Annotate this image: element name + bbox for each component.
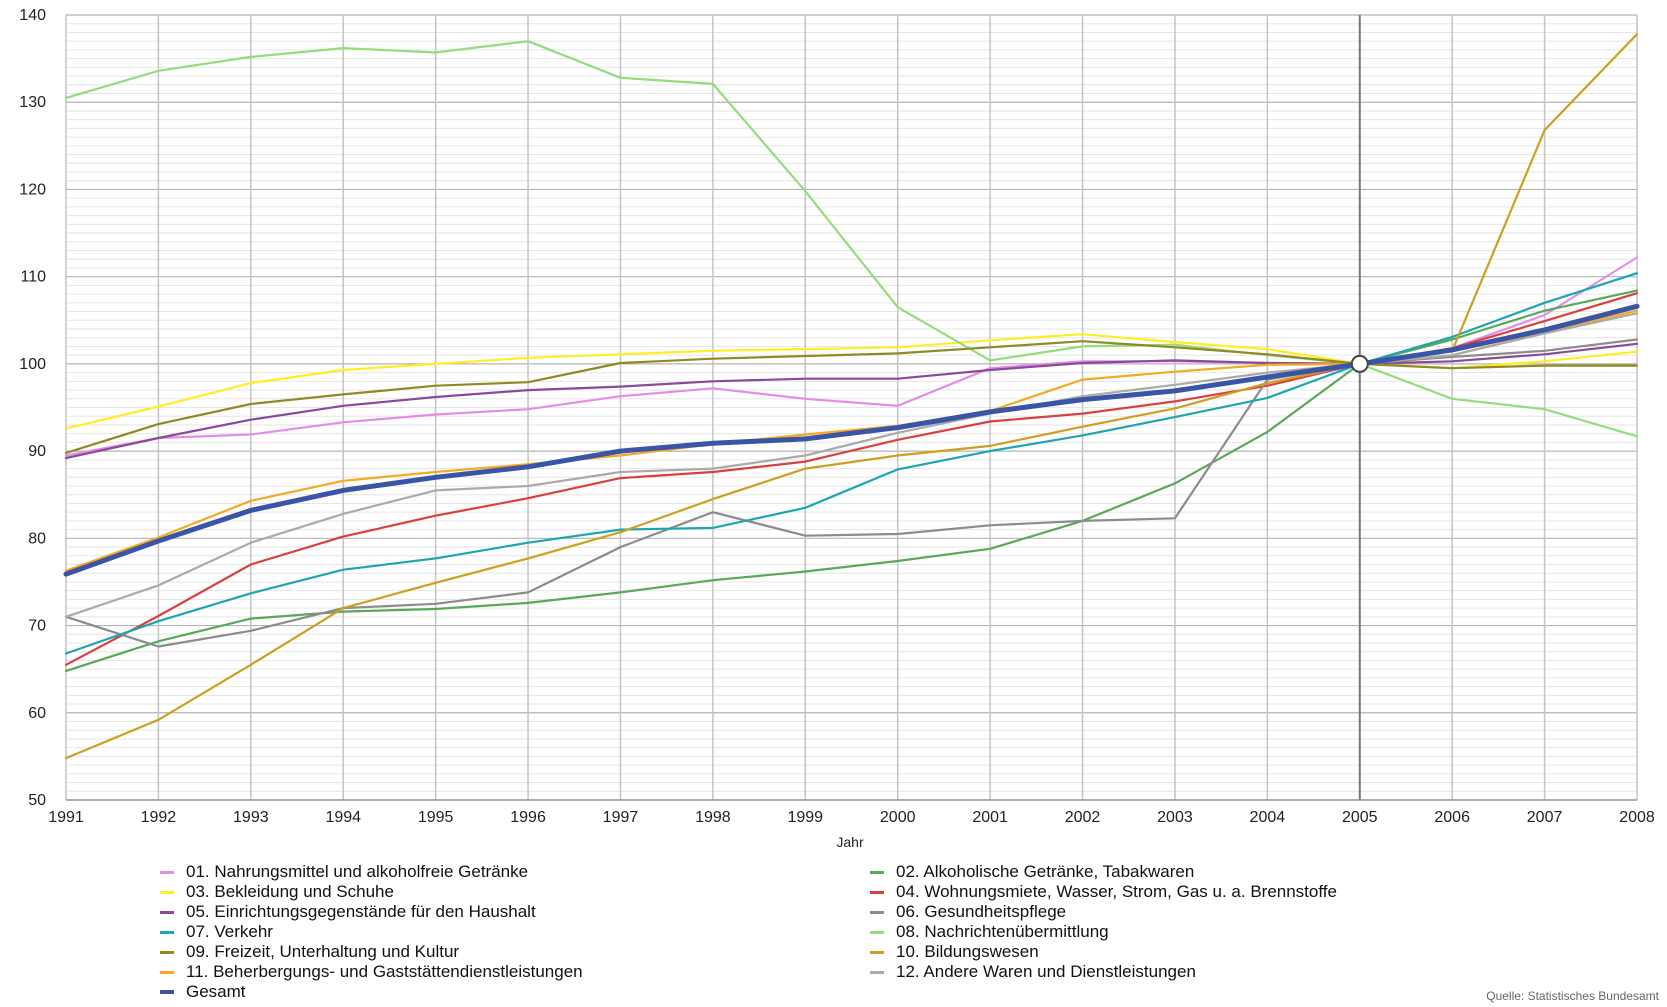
y-tick-label: 140 <box>19 7 46 24</box>
legend-swatch <box>160 990 174 994</box>
legend-item: 03. Bekleidung und Schuhe <box>160 882 394 902</box>
legend-label: 05. Einrichtungsgegenstände für den Haus… <box>186 902 536 921</box>
series-line <box>64 338 1639 648</box>
legend-label: 01. Nahrungsmittel und alkoholfreie Getr… <box>186 862 529 881</box>
reference-point <box>1350 354 1369 373</box>
x-tick-label: 1991 <box>48 809 84 826</box>
y-tick-label: 110 <box>20 269 46 286</box>
legend-swatch <box>870 870 884 874</box>
legend-item: 07. Verkehr <box>160 922 273 942</box>
legend-swatch <box>160 910 174 914</box>
x-tick-label: 1992 <box>141 809 177 826</box>
legend-label: 09. Freizeit, Unterhaltung und Kultur <box>186 942 460 961</box>
x-tick-label: 2000 <box>880 809 916 826</box>
legend-label: 04. Wohnungsmiete, Wasser, Strom, Gas u.… <box>896 882 1337 901</box>
legend-swatch <box>160 870 174 874</box>
legend-item: 04. Wohnungsmiete, Wasser, Strom, Gas u.… <box>870 882 1337 902</box>
x-tick-label: 1998 <box>695 809 731 826</box>
series-line <box>63 303 1640 577</box>
legend-swatch <box>160 970 174 974</box>
legend-label: 08. Nachrichtenübermittlung <box>896 922 1109 941</box>
legend-swatch <box>870 910 884 914</box>
legend-item: Gesamt <box>160 982 246 1002</box>
series-line <box>64 272 1639 655</box>
chart-axes: 50 60 70 80 90 100 110 120 130 140 1991 1992 1993 199… <box>19 7 1655 826</box>
x-tick-label: 2007 <box>1527 809 1563 826</box>
legend-item: 02. Alkoholische Getränke, Tabakwaren <box>870 862 1194 882</box>
legend-item: 01. Nahrungsmittel und alkoholfreie Getr… <box>160 862 528 882</box>
chart-grid <box>65 14 1638 801</box>
y-tick-label: 90 <box>28 443 46 460</box>
y-tick-label: 80 <box>28 530 46 547</box>
x-tick-label: 2006 <box>1434 809 1470 826</box>
legend-item: 05. Einrichtungsgegenstände für den Haus… <box>160 902 536 922</box>
series-line <box>64 33 1639 760</box>
x-tick-label: 1995 <box>418 809 454 826</box>
legend-item: 11. Beherbergungs- und Gaststättendienst… <box>160 962 583 982</box>
legend-swatch <box>160 890 174 894</box>
legend-label: 10. Bildungswesen <box>896 942 1039 961</box>
x-tick-label: 1996 <box>510 809 546 826</box>
source-credit: Quelle: Statistisches Bundesamt <box>1486 989 1659 1003</box>
legend-item: 06. Gesundheitspflege <box>870 902 1066 922</box>
x-tick-label: 2002 <box>1065 809 1101 826</box>
x-tick-label: 1993 <box>233 809 269 826</box>
legend-label: 02. Alkoholische Getränke, Tabakwaren <box>896 862 1195 881</box>
y-tick-label: 100 <box>19 356 46 373</box>
reference-marker <box>1350 354 1369 373</box>
series-line <box>64 40 1639 438</box>
legend-item: 08. Nachrichtenübermittlung <box>870 922 1109 942</box>
legend-label: Gesamt <box>186 982 246 1001</box>
x-tick-label: 2005 <box>1342 809 1378 826</box>
legend-item: 10. Bildungswesen <box>870 942 1039 962</box>
legend-label: 12. Andere Waren und Dienstleistungen <box>896 962 1196 981</box>
x-axis-label: Jahr <box>836 834 864 850</box>
legend-swatch <box>160 930 174 934</box>
series-line <box>64 309 1639 572</box>
legend-swatch <box>870 950 884 954</box>
series-line <box>64 340 1639 454</box>
y-tick-label: 120 <box>19 181 46 198</box>
x-tick-label: 1997 <box>603 809 639 826</box>
legend-label: 03. Bekleidung und Schuhe <box>186 882 394 901</box>
x-tick-label: 2001 <box>972 809 1008 826</box>
x-tick-label: 2003 <box>1157 809 1193 826</box>
y-tick-label: 70 <box>28 618 46 635</box>
legend-swatch <box>160 950 174 954</box>
legend-label: 07. Verkehr <box>186 922 273 941</box>
x-tick-label: 2008 <box>1619 809 1655 826</box>
legend-swatch <box>870 890 884 894</box>
legend-item: 12. Andere Waren und Dienstleistungen <box>870 962 1196 982</box>
legend-swatch <box>870 970 884 974</box>
x-tick-label: 1994 <box>325 809 361 826</box>
y-tick-label: 60 <box>28 705 46 722</box>
legend-label: 06. Gesundheitspflege <box>896 902 1067 921</box>
legend-swatch <box>870 930 884 934</box>
x-tick-label: 2004 <box>1250 809 1286 826</box>
y-tick-label: 130 <box>19 94 46 111</box>
legend-label: 11. Beherbergungs- und Gaststättendienst… <box>186 962 583 981</box>
y-tick-label: 50 <box>28 792 46 809</box>
chart-series <box>63 33 1640 760</box>
x-tick-label: 1999 <box>787 809 823 826</box>
legend-item: 09. Freizeit, Unterhaltung und Kultur <box>160 942 459 962</box>
